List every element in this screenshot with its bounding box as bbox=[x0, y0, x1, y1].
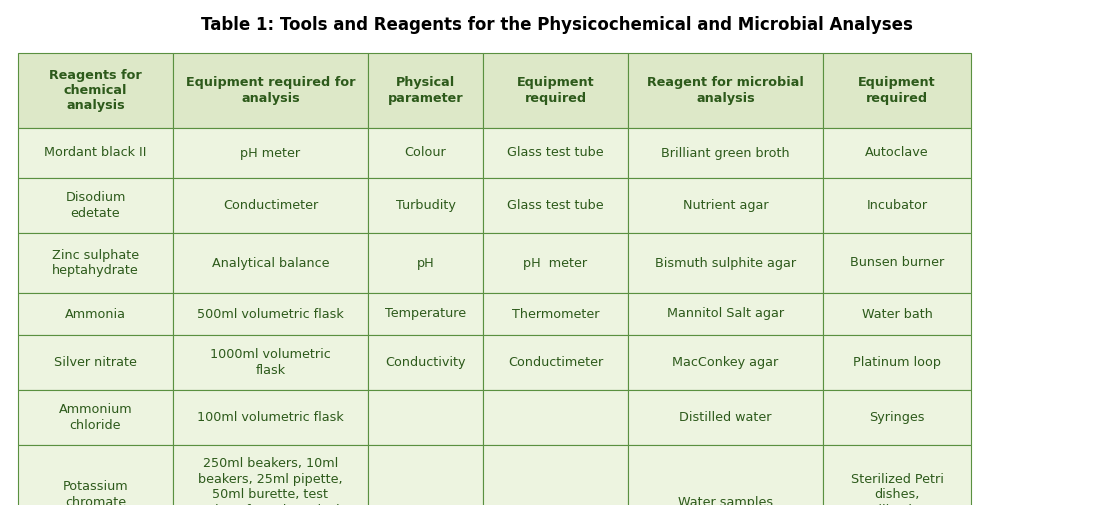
Bar bbox=[483, 335, 628, 390]
Text: Incubator: Incubator bbox=[866, 199, 927, 212]
Text: Ammonium
chloride: Ammonium chloride bbox=[59, 403, 132, 432]
Bar bbox=[483, 390, 628, 445]
Bar bbox=[18, 233, 173, 293]
Text: 100ml volumetric flask: 100ml volumetric flask bbox=[197, 411, 344, 424]
Bar bbox=[173, 53, 368, 128]
Text: 1000ml volumetric
flask: 1000ml volumetric flask bbox=[210, 348, 331, 377]
Text: Physical
parameter: Physical parameter bbox=[387, 76, 463, 105]
Bar bbox=[628, 178, 823, 233]
Bar bbox=[823, 178, 971, 233]
Bar bbox=[368, 233, 483, 293]
Bar bbox=[483, 178, 628, 233]
Bar bbox=[628, 390, 823, 445]
Text: Distilled water: Distilled water bbox=[679, 411, 771, 424]
Text: Reagents for
chemical
analysis: Reagents for chemical analysis bbox=[49, 69, 141, 113]
Bar bbox=[483, 293, 628, 335]
Text: Nutrient agar: Nutrient agar bbox=[682, 199, 768, 212]
Text: Glass test tube: Glass test tube bbox=[508, 199, 604, 212]
Bar bbox=[368, 293, 483, 335]
Text: Bunsen burner: Bunsen burner bbox=[850, 257, 944, 270]
Text: Colour: Colour bbox=[405, 146, 446, 160]
Text: 250ml beakers, 10ml
beakers, 25ml pipette,
50ml burette, test
tubes, funnel, con: 250ml beakers, 10ml beakers, 25ml pipett… bbox=[198, 457, 343, 505]
Bar bbox=[173, 335, 368, 390]
Bar bbox=[173, 445, 368, 505]
Text: Thermometer: Thermometer bbox=[512, 308, 599, 321]
Text: Sterilized Petri
dishes,
Sterilized Test
tube: Sterilized Petri dishes, Sterilized Test… bbox=[850, 473, 944, 505]
Text: Syringes: Syringes bbox=[869, 411, 925, 424]
Bar bbox=[628, 445, 823, 505]
Bar bbox=[18, 128, 173, 178]
Bar bbox=[173, 128, 368, 178]
Text: 500ml volumetric flask: 500ml volumetric flask bbox=[197, 308, 344, 321]
Text: Potassium
chromate
indicator: Potassium chromate indicator bbox=[62, 480, 128, 505]
Bar bbox=[483, 445, 628, 505]
Bar bbox=[368, 390, 483, 445]
Bar bbox=[173, 178, 368, 233]
Bar bbox=[368, 53, 483, 128]
Bar bbox=[628, 293, 823, 335]
Bar bbox=[18, 445, 173, 505]
Text: pH  meter: pH meter bbox=[523, 257, 588, 270]
Text: Water bath: Water bath bbox=[861, 308, 933, 321]
Bar bbox=[823, 128, 971, 178]
Text: Turbudity: Turbudity bbox=[395, 199, 455, 212]
Bar bbox=[18, 53, 173, 128]
Text: pH: pH bbox=[416, 257, 434, 270]
Bar bbox=[173, 233, 368, 293]
Text: Table 1: Tools and Reagents for the Physicochemical and Microbial Analyses: Table 1: Tools and Reagents for the Phys… bbox=[200, 16, 913, 34]
Bar bbox=[823, 53, 971, 128]
Bar bbox=[823, 335, 971, 390]
Bar bbox=[483, 128, 628, 178]
Bar bbox=[823, 233, 971, 293]
Bar bbox=[483, 233, 628, 293]
Text: Autoclave: Autoclave bbox=[865, 146, 929, 160]
Bar bbox=[368, 178, 483, 233]
Bar bbox=[18, 335, 173, 390]
Text: Temperature: Temperature bbox=[385, 308, 466, 321]
Bar bbox=[628, 128, 823, 178]
Text: Mannitol Salt agar: Mannitol Salt agar bbox=[667, 308, 784, 321]
Text: pH meter: pH meter bbox=[240, 146, 301, 160]
Text: Platinum loop: Platinum loop bbox=[853, 356, 940, 369]
Text: MacConkey agar: MacConkey agar bbox=[672, 356, 779, 369]
Text: Silver nitrate: Silver nitrate bbox=[55, 356, 137, 369]
Text: Mordant black II: Mordant black II bbox=[45, 146, 147, 160]
Bar bbox=[368, 335, 483, 390]
Bar bbox=[628, 233, 823, 293]
Text: Zinc sulphate
heptahydrate: Zinc sulphate heptahydrate bbox=[52, 249, 139, 277]
Text: Equipment required for
analysis: Equipment required for analysis bbox=[186, 76, 355, 105]
Bar bbox=[368, 128, 483, 178]
Text: Analytical balance: Analytical balance bbox=[211, 257, 329, 270]
Text: Reagent for microbial
analysis: Reagent for microbial analysis bbox=[647, 76, 804, 105]
Bar bbox=[368, 445, 483, 505]
Text: Equipment
required: Equipment required bbox=[516, 76, 594, 105]
Text: Equipment
required: Equipment required bbox=[858, 76, 936, 105]
Bar bbox=[173, 293, 368, 335]
Bar bbox=[483, 53, 628, 128]
Text: Conductivity: Conductivity bbox=[385, 356, 465, 369]
Text: Conductimeter: Conductimeter bbox=[508, 356, 603, 369]
Bar bbox=[628, 335, 823, 390]
Text: Bismuth sulphite agar: Bismuth sulphite agar bbox=[654, 257, 796, 270]
Text: Conductimeter: Conductimeter bbox=[223, 199, 318, 212]
Bar bbox=[18, 390, 173, 445]
Bar bbox=[823, 445, 971, 505]
Text: Water samples: Water samples bbox=[678, 496, 774, 505]
Bar bbox=[173, 390, 368, 445]
Text: Disodium
edetate: Disodium edetate bbox=[66, 191, 126, 220]
Bar bbox=[18, 293, 173, 335]
Bar bbox=[823, 390, 971, 445]
Bar bbox=[18, 178, 173, 233]
Text: Glass test tube: Glass test tube bbox=[508, 146, 604, 160]
Bar bbox=[628, 53, 823, 128]
Text: Ammonia: Ammonia bbox=[65, 308, 126, 321]
Bar bbox=[823, 293, 971, 335]
Text: Brilliant green broth: Brilliant green broth bbox=[661, 146, 790, 160]
